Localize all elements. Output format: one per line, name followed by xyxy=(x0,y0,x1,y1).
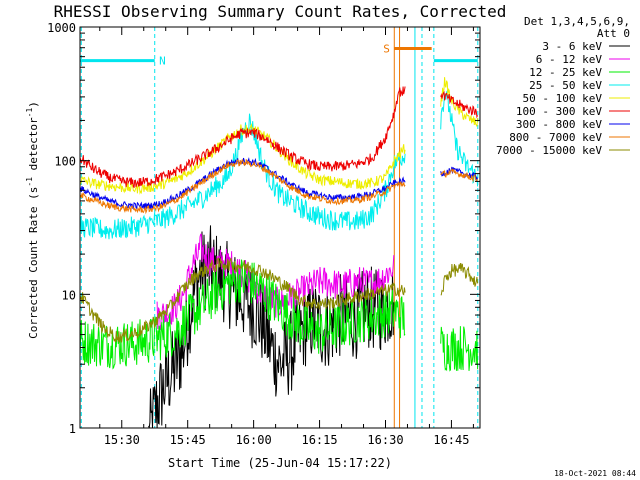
legend-label: 50 - 100 keV xyxy=(523,92,603,105)
legend-label: 3 - 6 keV xyxy=(542,40,602,53)
series-group xyxy=(79,77,479,429)
legend-label: 300 - 800 keV xyxy=(516,118,602,131)
legend-label: 100 - 300 keV xyxy=(516,105,602,118)
x-tick-label: 16:15 xyxy=(301,433,337,447)
marker-lines xyxy=(80,27,479,428)
x-tick-label: 16:45 xyxy=(433,433,469,447)
x-tick-label: 15:30 xyxy=(104,433,140,447)
series-100-300-kev xyxy=(79,86,479,189)
x-tick-label: 15:45 xyxy=(170,433,206,447)
x-axis-label: Start Time (25-Jun-04 15:17:22) xyxy=(168,456,392,470)
series-7000-15000-kev xyxy=(79,257,479,343)
series-line xyxy=(79,259,479,372)
y-tick-label: 1000 xyxy=(47,21,76,35)
legend-header-detectors: Det 1,3,4,5,6,9, xyxy=(524,15,630,28)
series-line xyxy=(79,158,479,215)
legend-label: 25 - 50 keV xyxy=(529,79,602,92)
series-line xyxy=(79,86,479,189)
series-line xyxy=(79,257,479,343)
legend-label: 12 - 25 keV xyxy=(529,66,602,79)
axes: 15:30 15:45 16:00 16:15 16:30 16:45 1 10 100 1000 xyxy=(47,21,481,447)
x-tick-label: 16:30 xyxy=(367,433,403,447)
series-12-25-kev xyxy=(79,259,479,372)
series-line xyxy=(79,77,479,195)
series-800-7000-kev xyxy=(79,158,479,215)
flag-letter-saa: S xyxy=(383,43,390,56)
footer-date: 18-Oct-2021 08:44 xyxy=(554,469,636,478)
legend-label: 800 - 7000 keV xyxy=(509,131,602,144)
y-tick-label: 1 xyxy=(69,422,76,436)
chart-title: RHESSI Observing Summary Count Rates, Co… xyxy=(54,2,507,21)
series-50-100-kev xyxy=(79,77,479,195)
flag-letter-night: N xyxy=(159,55,166,68)
y-tick-label: 100 xyxy=(54,155,76,169)
legend-label: 7000 - 15000 keV xyxy=(496,144,602,157)
plot-frame xyxy=(79,26,481,429)
y-tick-label: 10 xyxy=(62,288,76,302)
y-axis-label: Corrected Count Rate (s-1 detector-1) xyxy=(25,101,40,339)
flag-bars: NS xyxy=(80,43,478,68)
legend-header-attenuator: Att 0 xyxy=(597,27,630,40)
x-tick-label: 16:00 xyxy=(236,433,272,447)
legend-label: 6 - 12 keV xyxy=(536,53,603,66)
